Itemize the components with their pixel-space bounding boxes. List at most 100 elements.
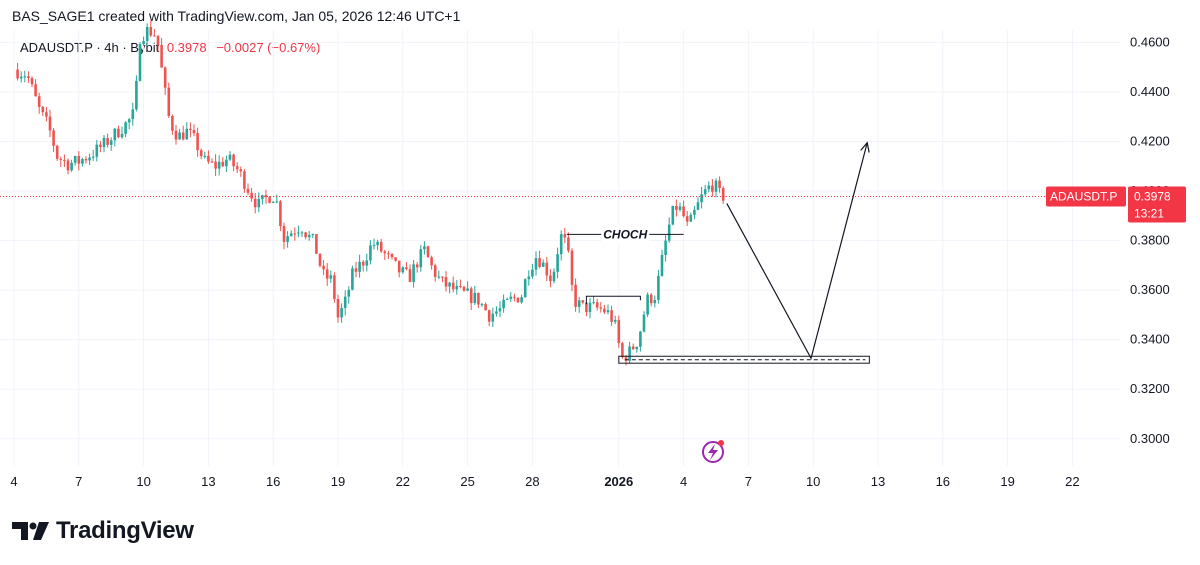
candle-body: [502, 299, 505, 309]
time-tick-label: 13: [201, 474, 215, 489]
candle-body: [73, 156, 77, 163]
price-tick-label: 0.4400: [1130, 84, 1170, 99]
candle-body: [189, 128, 192, 131]
candle-body: [322, 265, 325, 270]
candle-body: [174, 130, 178, 140]
time-tick-label: 22: [396, 474, 410, 489]
candle-body: [138, 44, 142, 81]
candle-body: [628, 346, 631, 361]
candle-body: [707, 185, 711, 190]
candle-body: [487, 310, 491, 322]
candle-body: [318, 253, 322, 266]
candle-body: [480, 304, 484, 306]
candle-body: [336, 298, 340, 318]
time-tick-label: 19: [331, 474, 345, 489]
candle-body: [541, 262, 545, 267]
candle-body: [567, 237, 570, 251]
price-axis: 0.46000.44000.42000.40000.38000.36000.34…: [1130, 34, 1170, 445]
candle-body: [127, 119, 131, 123]
candle-body: [448, 282, 451, 287]
candle-body: [437, 276, 441, 278]
last-price-tag[interactable]: ADAUSDT.P 0.3978 13:21: [1046, 186, 1186, 223]
price-chart[interactable]: 0.46000.44000.42000.40000.38000.36000.34…: [0, 0, 1200, 500]
candle-body: [225, 159, 228, 167]
candle-body: [124, 122, 127, 134]
candle-body: [70, 162, 73, 171]
candle-body: [462, 286, 466, 291]
candle-body: [444, 277, 448, 287]
candle-body: [664, 240, 667, 255]
candle-body: [214, 161, 217, 169]
candle-body: [675, 205, 678, 210]
price-tag-symbol-bg: [1046, 186, 1126, 207]
candle-body: [167, 87, 171, 117]
candle-body: [246, 188, 250, 193]
candle-body: [649, 294, 653, 304]
demand-zone-box: [618, 355, 870, 364]
time-tick-label: 2026: [604, 474, 633, 489]
candle-body: [401, 267, 405, 273]
candle-body: [563, 234, 567, 238]
candle-body: [55, 145, 59, 159]
time-tick-label: 22: [1065, 474, 1079, 489]
candle-body: [523, 279, 527, 298]
candle-body: [88, 157, 91, 161]
candle-body: [527, 276, 531, 280]
time-tick-label: 7: [75, 474, 82, 489]
symbol-legend[interactable]: ADAUSDT.P · 4h · Bybit 0.3978 −0.0027 (−…: [20, 40, 320, 55]
candle-body: [635, 346, 639, 350]
lightning-icon[interactable]: [702, 440, 724, 463]
projection-path: [726, 142, 868, 360]
candle-body: [700, 194, 703, 203]
candle-body: [599, 307, 603, 309]
time-tick-label: 4: [10, 474, 17, 489]
price-tag-value: 0.3978: [1134, 189, 1171, 203]
candle-body: [95, 144, 99, 157]
candle-body: [495, 311, 498, 314]
candle-body: [30, 78, 34, 85]
candle-body: [41, 106, 45, 113]
candle-body: [498, 308, 502, 312]
price-tag-symbol: ADAUSDT.P: [1050, 189, 1117, 203]
candle-body: [639, 331, 642, 347]
price-tick-label: 0.3800: [1130, 233, 1170, 248]
price-tick-label: 0.3400: [1130, 332, 1170, 347]
candle-body: [297, 232, 300, 234]
candle-body: [120, 133, 124, 138]
candle-body: [178, 132, 181, 140]
candle-body: [703, 189, 707, 195]
candle-body: [261, 195, 264, 200]
candle-body: [441, 276, 444, 278]
price-tick-label: 0.3000: [1130, 431, 1170, 446]
time-tick-label: 16: [936, 474, 950, 489]
candle-body: [99, 144, 102, 148]
candle-body: [610, 310, 613, 322]
candle-body: [588, 302, 592, 312]
candle-body: [711, 185, 714, 192]
candle-body: [689, 214, 693, 222]
candle-body: [135, 80, 138, 110]
candle-body: [394, 257, 397, 261]
candle-body: [491, 313, 495, 322]
candle-body: [23, 76, 27, 78]
candle-body: [315, 234, 318, 254]
candle-body: [235, 166, 239, 170]
candle-body: [275, 201, 279, 203]
candle-body: [505, 298, 509, 300]
candle-body: [603, 308, 606, 313]
candle-body: [325, 269, 329, 279]
time-tick-label: 19: [1000, 474, 1014, 489]
candle-body: [408, 269, 412, 282]
candle-body: [714, 180, 718, 192]
candle-body: [585, 302, 588, 312]
brand-footer[interactable]: TradingView: [12, 516, 194, 546]
candle-body: [466, 288, 469, 291]
candle-body: [574, 284, 577, 307]
candle-body: [682, 206, 685, 217]
candle-body: [91, 156, 95, 158]
candle-body: [678, 206, 682, 210]
tradingview-logo-icon: [12, 522, 49, 540]
candle-body: [196, 133, 199, 151]
candle-body: [451, 282, 455, 290]
candle-body: [106, 137, 109, 145]
